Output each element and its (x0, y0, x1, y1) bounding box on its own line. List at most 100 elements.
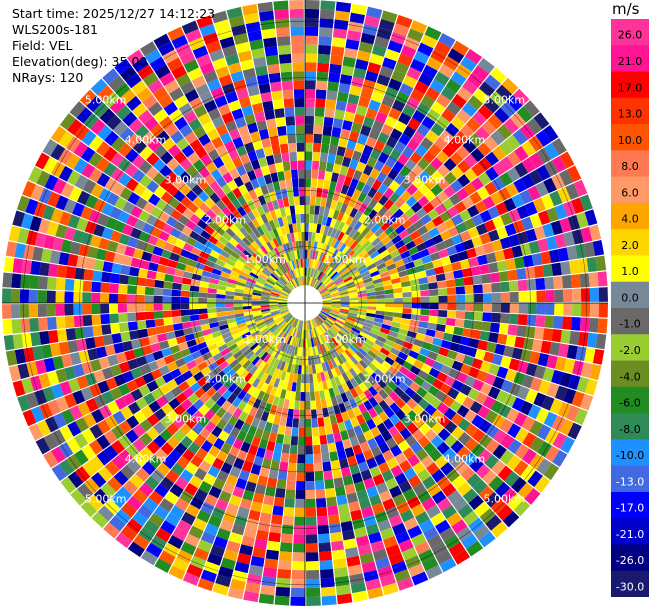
velocity-gate (186, 339, 197, 348)
velocity-gate (484, 181, 498, 196)
velocity-gate (316, 336, 321, 346)
velocity-gate (272, 396, 280, 407)
velocity-gate (113, 373, 126, 387)
velocity-gate (273, 328, 282, 337)
velocity-gate (233, 176, 244, 188)
velocity-gate (502, 247, 515, 260)
velocity-gate (392, 254, 403, 263)
velocity-gate (127, 275, 138, 286)
velocity-gate (164, 123, 179, 137)
velocity-gate (334, 229, 342, 240)
velocity-gate (153, 505, 170, 520)
velocity-gate (385, 544, 401, 557)
velocity-gate (398, 269, 409, 278)
velocity-gate (417, 225, 429, 236)
velocity-gate (521, 374, 534, 389)
velocity-gate (242, 296, 252, 301)
velocity-gate (597, 318, 608, 334)
velocity-gate (288, 281, 295, 290)
velocity-gate (135, 303, 145, 312)
velocity-gate (235, 41, 251, 54)
velocity-gate (382, 384, 394, 396)
velocity-gate (263, 254, 272, 264)
velocity-gate (328, 514, 340, 525)
velocity-gate (577, 258, 589, 274)
velocity-gate (528, 240, 541, 254)
velocity-gate (158, 365, 171, 376)
velocity-gate (88, 135, 104, 152)
velocity-gate (155, 238, 167, 249)
velocity-gate (233, 33, 249, 45)
velocity-gate (353, 277, 364, 284)
velocity-gate (289, 280, 296, 289)
velocity-gate (226, 318, 237, 324)
velocity-gate (503, 197, 517, 212)
velocity-gate (312, 318, 318, 328)
velocity-gate (279, 235, 286, 245)
velocity-gate (331, 301, 341, 303)
velocity-gate (112, 410, 126, 425)
velocity-gate (248, 564, 264, 576)
velocity-gate (305, 249, 308, 259)
velocity-gate (271, 249, 279, 259)
velocity-gate (188, 344, 200, 354)
velocity-gate (278, 53, 292, 64)
velocity-gate (477, 104, 494, 120)
velocity-gate (314, 471, 324, 481)
velocity-gate (293, 409, 300, 419)
velocity-gate (364, 70, 379, 83)
velocity-gate (179, 423, 192, 436)
velocity-gate (183, 354, 194, 364)
velocity-gate (153, 421, 166, 435)
velocity-gate (278, 304, 288, 308)
velocity-gate (317, 214, 324, 225)
velocity-gate (215, 144, 228, 157)
velocity-gate (260, 411, 270, 422)
nrays-text: NRays: 120 (12, 70, 84, 85)
velocity-gate (272, 505, 284, 516)
velocity-gate (93, 223, 106, 237)
velocity-gate (232, 156, 243, 169)
velocity-gate (173, 323, 183, 331)
velocity-gate (484, 454, 499, 470)
velocity-gate (120, 502, 137, 518)
velocity-gate (466, 117, 481, 133)
velocity-gate (238, 379, 248, 390)
velocity-gate (276, 479, 287, 490)
velocity-gate (320, 310, 330, 316)
velocity-gate (278, 134, 288, 145)
velocity-gate (588, 317, 599, 333)
velocity-gate (409, 319, 420, 327)
velocity-gate (338, 137, 349, 148)
velocity-gate (389, 485, 403, 499)
velocity-gate (393, 287, 403, 294)
velocity-gate (492, 145, 507, 161)
velocity-gate (279, 361, 286, 371)
velocity-gate (281, 215, 289, 226)
velocity-gate (212, 57, 227, 71)
velocity-gate (110, 364, 122, 377)
velocity-gate (52, 355, 64, 370)
colorbar-tick-label: 10.0 (618, 134, 643, 147)
velocity-gate (312, 435, 320, 446)
velocity-gate (126, 95, 142, 111)
velocity-gate (61, 409, 75, 425)
velocity-gate (305, 516, 317, 526)
colorbar-swatch (611, 334, 649, 362)
velocity-gate (443, 407, 457, 421)
velocity-gate (277, 217, 284, 227)
velocity-gate (143, 519, 160, 535)
velocity-gate (124, 349, 136, 361)
velocity-gate (288, 251, 294, 261)
velocity-gate (196, 15, 213, 29)
velocity-gate (187, 441, 201, 455)
velocity-gate (146, 270, 157, 280)
velocity-gate (278, 255, 285, 265)
velocity-gate (431, 490, 447, 505)
velocity-gate (279, 307, 289, 312)
velocity-gate (428, 448, 443, 462)
velocity-gate (247, 170, 257, 181)
velocity-gate (212, 215, 223, 226)
velocity-gate (170, 130, 184, 144)
velocity-gate (382, 582, 399, 596)
